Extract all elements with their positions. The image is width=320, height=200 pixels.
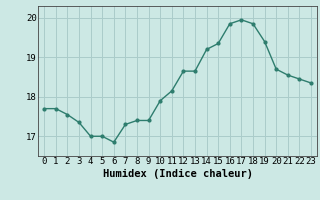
X-axis label: Humidex (Indice chaleur): Humidex (Indice chaleur) [103, 169, 252, 179]
